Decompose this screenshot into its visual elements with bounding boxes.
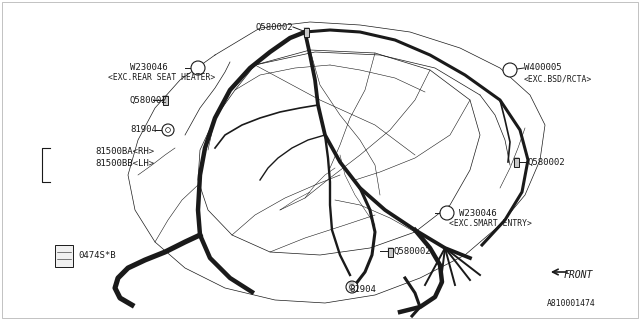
- Text: 81904: 81904: [349, 284, 376, 293]
- Text: 81904: 81904: [130, 125, 157, 134]
- Text: 0474S*B: 0474S*B: [78, 251, 116, 260]
- Text: 81500BA<RH>: 81500BA<RH>: [95, 148, 154, 156]
- Circle shape: [349, 284, 355, 289]
- Bar: [303, 28, 308, 36]
- Circle shape: [166, 128, 170, 132]
- Text: <EXC.BSD/RCTA>: <EXC.BSD/RCTA>: [524, 75, 592, 84]
- Bar: [387, 247, 392, 257]
- Circle shape: [503, 63, 517, 77]
- Circle shape: [162, 124, 174, 136]
- Bar: [163, 95, 168, 105]
- Text: Q580002: Q580002: [255, 22, 293, 31]
- Text: Q580002: Q580002: [527, 157, 564, 166]
- Bar: [349, 282, 353, 291]
- Text: A810001474: A810001474: [547, 299, 596, 308]
- Text: FRONT: FRONT: [564, 270, 593, 280]
- Circle shape: [191, 61, 205, 75]
- Text: W400005: W400005: [524, 63, 562, 73]
- Bar: [513, 157, 518, 166]
- Circle shape: [346, 281, 358, 293]
- Circle shape: [440, 206, 454, 220]
- Text: Q580002: Q580002: [130, 95, 168, 105]
- Text: W230046: W230046: [130, 62, 168, 71]
- Bar: [55, 245, 73, 267]
- Text: 81500BB<LH>: 81500BB<LH>: [95, 158, 154, 167]
- Text: <EXC.REAR SEAT HEATER>: <EXC.REAR SEAT HEATER>: [108, 73, 215, 82]
- Text: Q580002: Q580002: [393, 246, 431, 255]
- Text: <EXC.SMART ENTRY>: <EXC.SMART ENTRY>: [449, 220, 532, 228]
- Text: W230046: W230046: [459, 209, 497, 218]
